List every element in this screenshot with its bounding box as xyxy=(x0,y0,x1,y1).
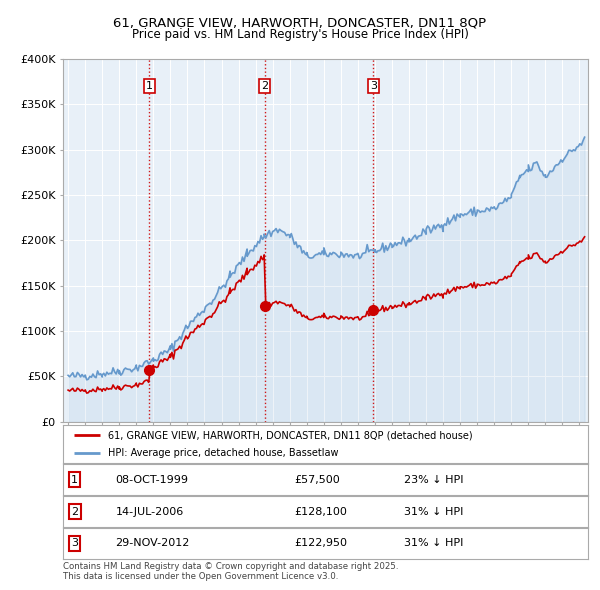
Text: £122,950: £122,950 xyxy=(294,539,347,548)
Text: 1: 1 xyxy=(146,81,153,91)
Text: 08-OCT-1999: 08-OCT-1999 xyxy=(115,475,188,484)
Text: 2: 2 xyxy=(261,81,268,91)
Text: 1: 1 xyxy=(71,475,78,484)
Text: HPI: Average price, detached house, Bassetlaw: HPI: Average price, detached house, Bass… xyxy=(107,448,338,458)
Text: 61, GRANGE VIEW, HARWORTH, DONCASTER, DN11 8QP (detached house): 61, GRANGE VIEW, HARWORTH, DONCASTER, DN… xyxy=(107,430,472,440)
Text: 29-NOV-2012: 29-NOV-2012 xyxy=(115,539,190,548)
Text: 3: 3 xyxy=(71,539,78,548)
Text: 3: 3 xyxy=(370,81,377,91)
Text: 31% ↓ HPI: 31% ↓ HPI xyxy=(404,507,464,516)
Text: 23% ↓ HPI: 23% ↓ HPI xyxy=(404,475,464,484)
Text: 61, GRANGE VIEW, HARWORTH, DONCASTER, DN11 8QP: 61, GRANGE VIEW, HARWORTH, DONCASTER, DN… xyxy=(113,17,487,30)
Text: 2: 2 xyxy=(71,507,78,516)
Text: £57,500: £57,500 xyxy=(294,475,340,484)
Text: 31% ↓ HPI: 31% ↓ HPI xyxy=(404,539,464,548)
Text: 14-JUL-2006: 14-JUL-2006 xyxy=(115,507,184,516)
Text: £128,100: £128,100 xyxy=(294,507,347,516)
Text: Price paid vs. HM Land Registry's House Price Index (HPI): Price paid vs. HM Land Registry's House … xyxy=(131,28,469,41)
Text: Contains HM Land Registry data © Crown copyright and database right 2025.
This d: Contains HM Land Registry data © Crown c… xyxy=(63,562,398,581)
